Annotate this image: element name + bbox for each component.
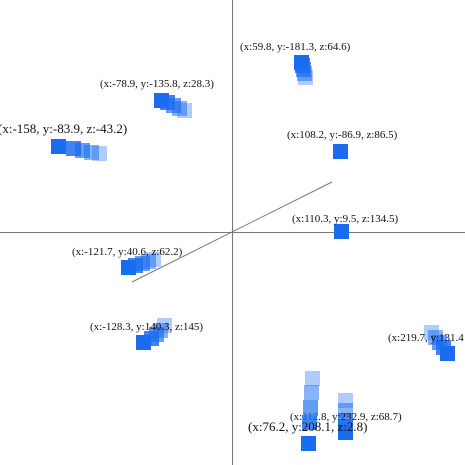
- point-marker: [333, 144, 348, 159]
- point-label: (x:-128.3, y:140.3, z:145): [90, 321, 204, 333]
- point-marker: [51, 139, 66, 154]
- point-marker: [154, 93, 169, 108]
- point-marker: [338, 425, 353, 440]
- point-label: (x:110.3, y:9.5, z:134.5): [292, 213, 399, 225]
- point-trail: [303, 400, 318, 415]
- point-label: (x:108.2, y:-86.9, z:86.5): [287, 129, 398, 141]
- point-label: (x:-78.9, y:-135.8, z:28.3): [100, 78, 214, 90]
- point-trail: [66, 141, 81, 156]
- point-label: (x:219.7, y:131.4: [388, 332, 464, 344]
- point-marker: [334, 224, 349, 239]
- point-label: (x:-121.7, y:40.6, z:62.2): [72, 246, 183, 258]
- point-trail: [302, 415, 317, 430]
- point-marker: [294, 55, 309, 70]
- z-axis: [131, 181, 333, 283]
- point-label: (x:59.8, y:-181.3, z:64.6): [240, 41, 351, 53]
- point-marker: [301, 436, 316, 451]
- point-label: (x:-158, y:-83.9, z:-43.2): [0, 121, 128, 136]
- point-marker: [136, 335, 151, 350]
- point-marker: [440, 346, 455, 361]
- point-trail: [305, 371, 320, 386]
- point-label: (x:76.2, y:208.1, z:2.8): [248, 419, 368, 434]
- point-trail: [304, 385, 319, 400]
- point-marker: [121, 260, 136, 275]
